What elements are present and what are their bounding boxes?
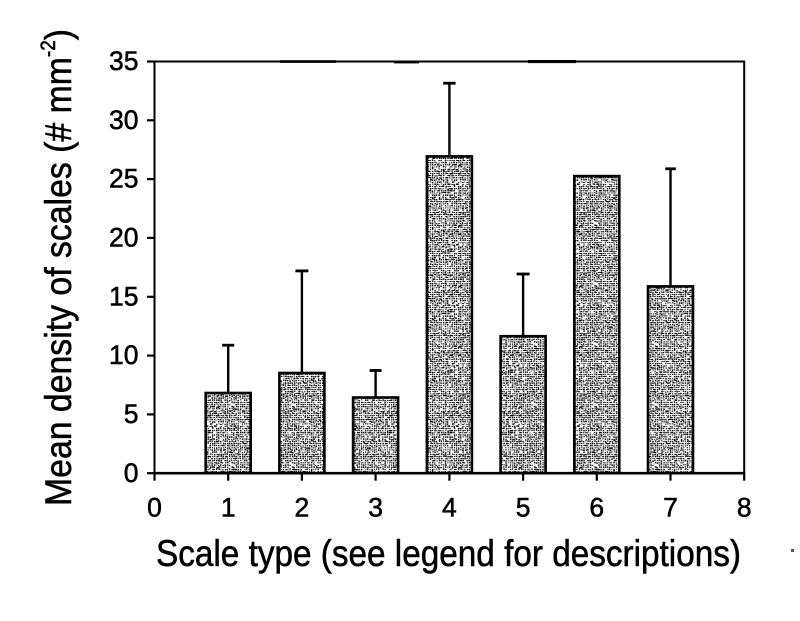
- svg-text:20: 20: [109, 223, 138, 253]
- svg-text:5: 5: [516, 493, 531, 523]
- svg-text:2: 2: [295, 493, 310, 523]
- svg-text:Mean density of scales (# mm-2: Mean density of scales (# mm-2): [37, 29, 79, 506]
- svg-text:3: 3: [368, 493, 383, 523]
- svg-text:25: 25: [109, 164, 138, 194]
- svg-text:8: 8: [737, 493, 752, 523]
- svg-text:0: 0: [147, 493, 162, 523]
- svg-text:15: 15: [109, 281, 138, 311]
- svg-text:1: 1: [221, 493, 236, 523]
- svg-text:7: 7: [663, 493, 678, 523]
- svg-text:5: 5: [124, 399, 139, 429]
- svg-text:6: 6: [589, 493, 604, 523]
- svg-text:35: 35: [109, 46, 138, 76]
- svg-text:4: 4: [442, 493, 457, 523]
- svg-text:Scale type (see legend for des: Scale type (see legend for descriptions): [156, 532, 741, 574]
- svg-text:30: 30: [109, 105, 138, 135]
- svg-text:0: 0: [124, 458, 139, 488]
- svg-text:10: 10: [109, 340, 138, 370]
